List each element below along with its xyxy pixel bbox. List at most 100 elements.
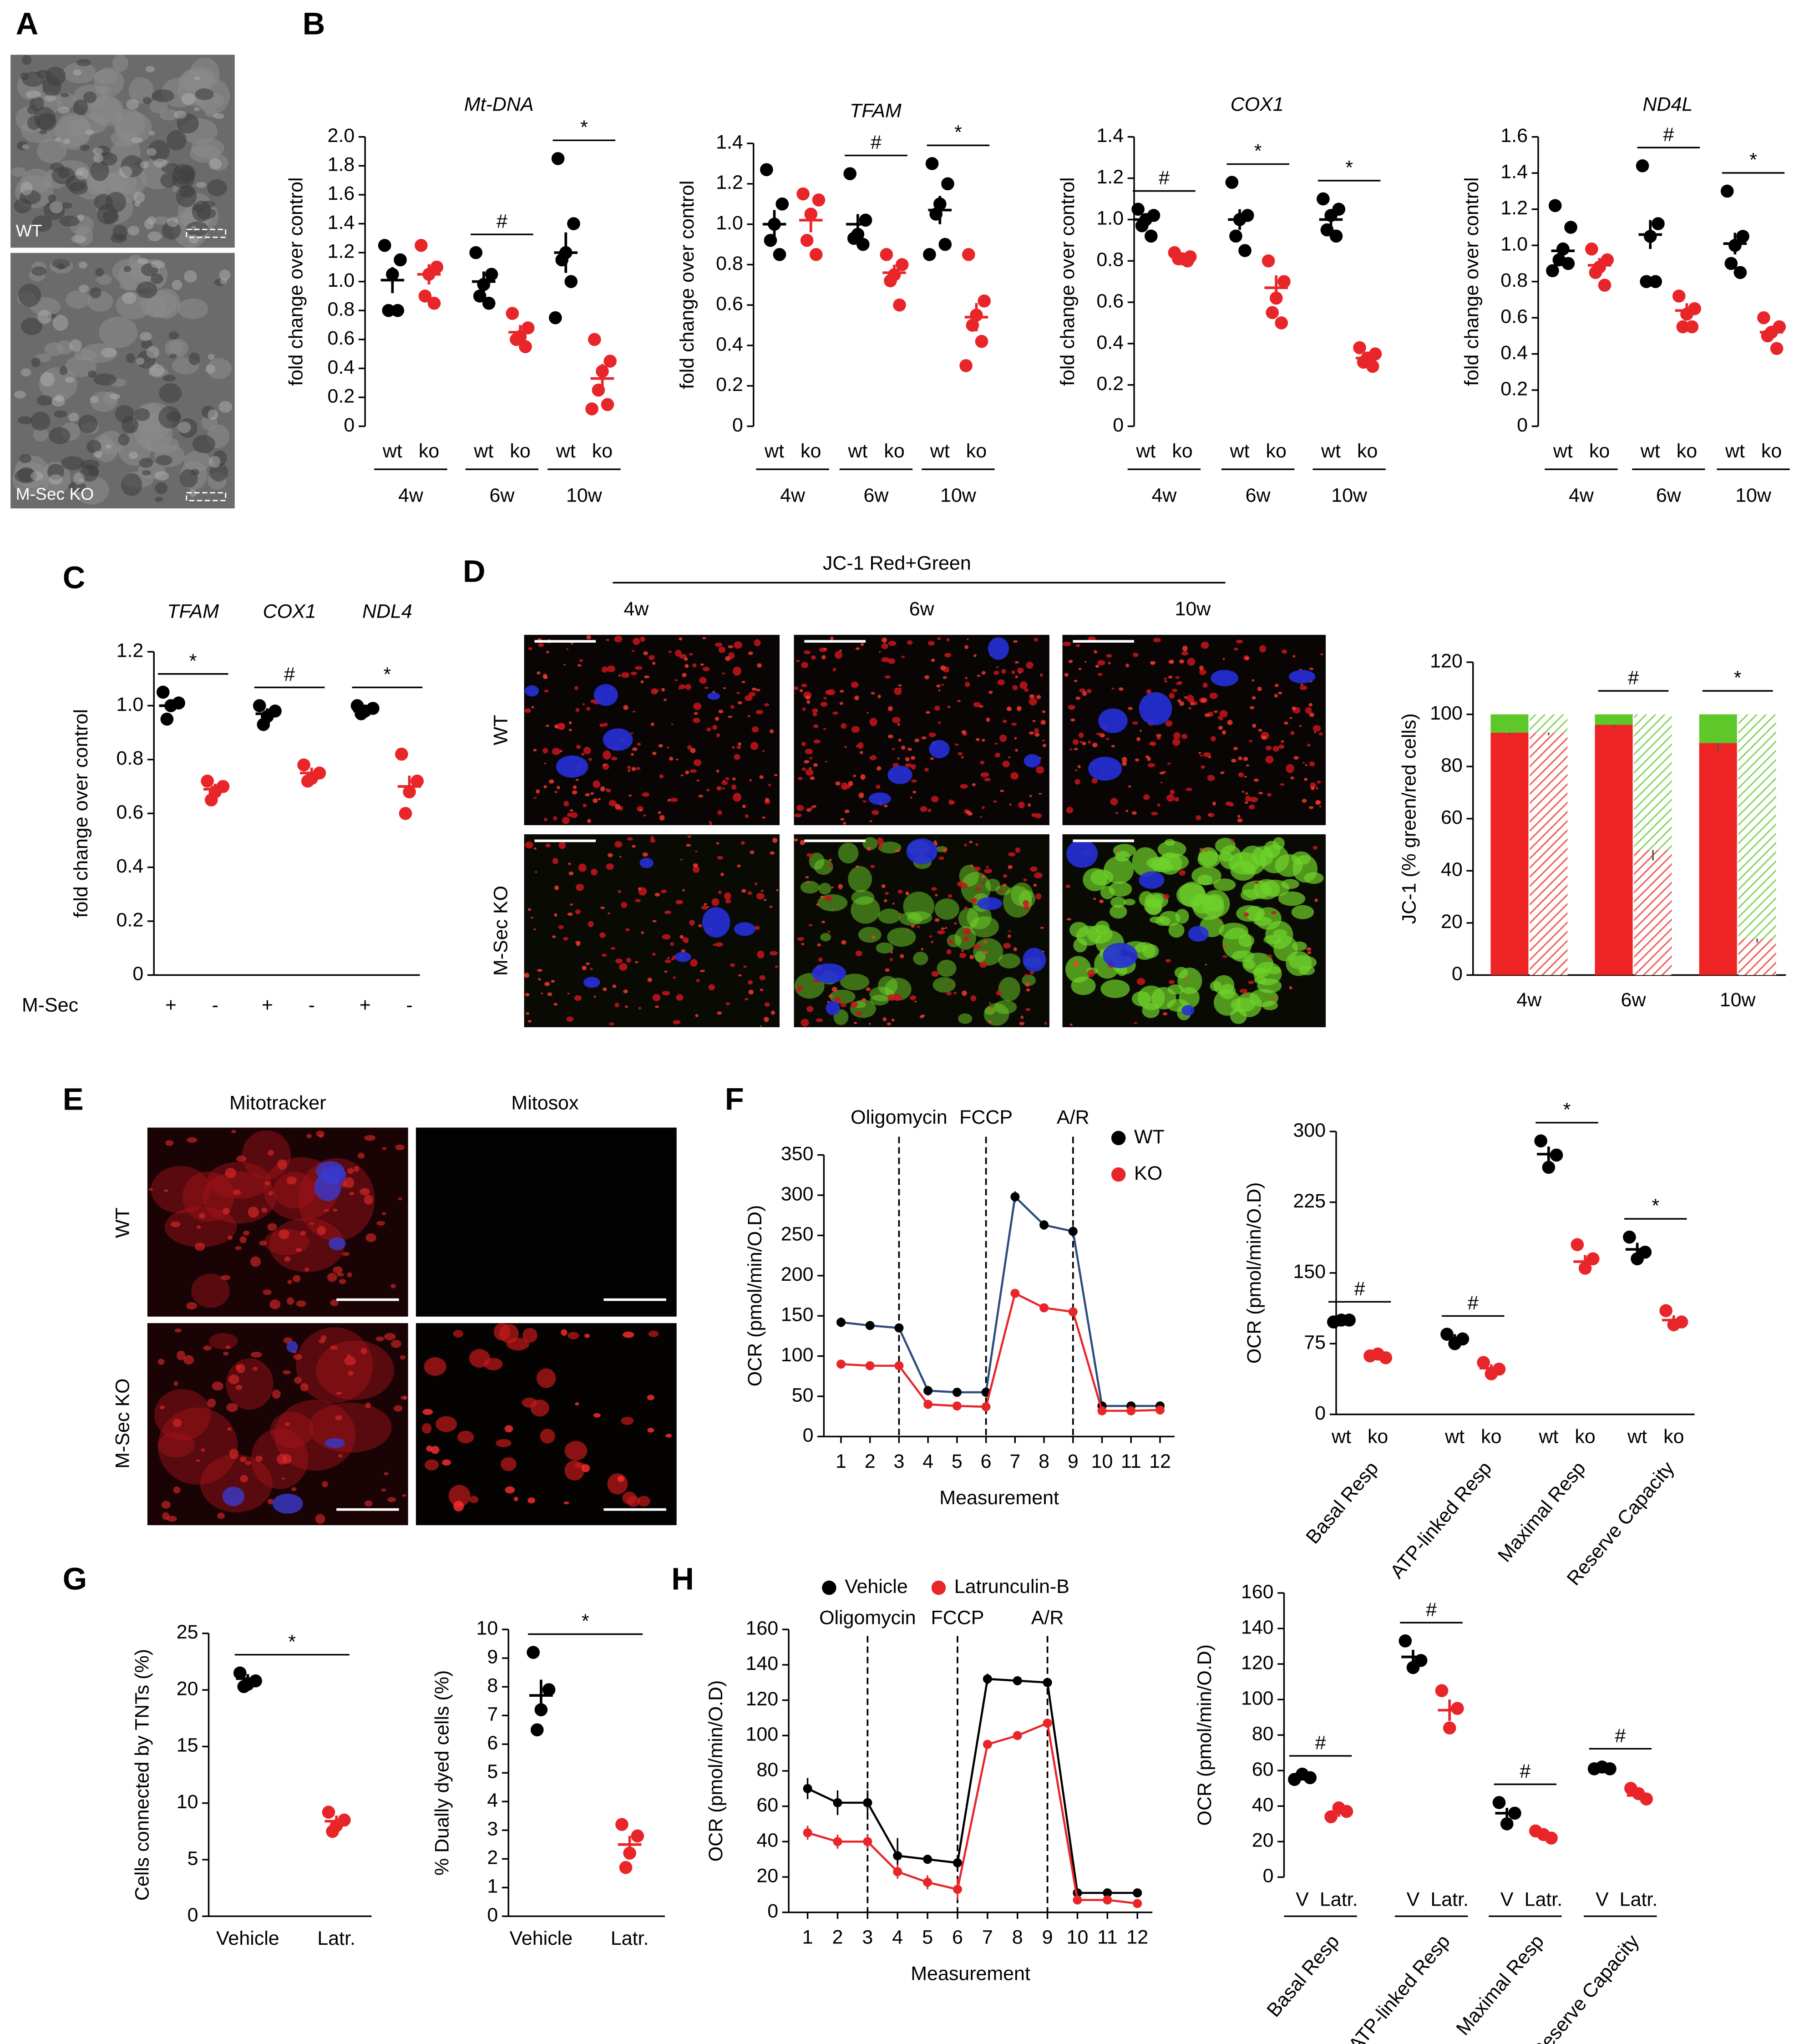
micrograph-texture bbox=[812, 712, 817, 717]
micrograph-texture bbox=[643, 814, 647, 817]
micrograph-texture bbox=[436, 1416, 457, 1432]
column-label: 4w bbox=[623, 598, 649, 620]
micrograph-texture bbox=[725, 1002, 730, 1005]
micrograph-texture bbox=[662, 991, 670, 996]
micrograph-texture bbox=[738, 974, 742, 977]
micrograph-texture bbox=[873, 754, 875, 756]
micrograph-texture bbox=[669, 756, 674, 761]
legend-marker bbox=[1111, 1131, 1126, 1146]
data-point bbox=[938, 238, 952, 251]
micrograph-texture bbox=[924, 675, 929, 680]
micrograph-texture bbox=[737, 864, 741, 867]
y-tick-label: 0 bbox=[1517, 414, 1528, 436]
micrograph-texture bbox=[1292, 655, 1296, 658]
micrograph-texture bbox=[715, 642, 723, 647]
micrograph-texture bbox=[1170, 790, 1175, 795]
data-point bbox=[1672, 289, 1686, 303]
micrograph-texture bbox=[109, 394, 121, 400]
micrograph-texture bbox=[855, 865, 860, 868]
micrograph-texture bbox=[860, 643, 864, 646]
micrograph-texture bbox=[686, 844, 691, 847]
phase-label: FCCP bbox=[931, 1607, 984, 1629]
y-tick-label: 0.6 bbox=[1096, 290, 1124, 312]
y-tick-label: 100 bbox=[745, 1724, 778, 1745]
micrograph-texture bbox=[395, 1144, 405, 1151]
micrograph-texture bbox=[1100, 979, 1130, 998]
micrograph-texture bbox=[681, 949, 685, 953]
micrograph-texture bbox=[1151, 812, 1158, 816]
micrograph-texture bbox=[1023, 948, 1046, 972]
bar-segment bbox=[1738, 714, 1776, 939]
micrograph-texture bbox=[277, 1159, 287, 1170]
micrograph-texture bbox=[1320, 653, 1323, 655]
micrograph-texture bbox=[742, 804, 746, 808]
micrograph-texture bbox=[931, 796, 939, 802]
micrograph-texture bbox=[961, 949, 964, 952]
micrograph-texture bbox=[835, 781, 841, 786]
micrograph-texture bbox=[1035, 893, 1042, 900]
micrograph-texture bbox=[1094, 650, 1097, 653]
micrograph-texture bbox=[137, 258, 148, 264]
data-point bbox=[983, 1740, 992, 1749]
data-point bbox=[952, 1401, 962, 1411]
y-tick-label: 0.8 bbox=[328, 299, 355, 320]
micrograph-texture bbox=[1031, 813, 1036, 817]
micrograph-texture bbox=[882, 637, 887, 643]
micrograph-texture bbox=[563, 664, 566, 665]
micrograph-texture bbox=[1319, 805, 1322, 808]
micrograph-texture bbox=[1219, 710, 1228, 718]
x-tick-label: 2 bbox=[832, 1926, 843, 1948]
micrograph-texture bbox=[684, 657, 688, 661]
micrograph-texture bbox=[703, 903, 707, 906]
micrograph-texture bbox=[1233, 647, 1238, 651]
micrograph-texture bbox=[687, 745, 692, 750]
micrograph-texture bbox=[652, 994, 661, 1002]
y-tick-label: 120 bbox=[1430, 650, 1463, 672]
micrograph-texture bbox=[905, 757, 910, 761]
micrograph-texture bbox=[936, 684, 941, 688]
micrograph-texture bbox=[665, 1433, 672, 1438]
micrograph-texture bbox=[170, 1221, 181, 1227]
micrograph-texture bbox=[250, 1256, 261, 1267]
micrograph-texture bbox=[938, 856, 944, 860]
micrograph-texture bbox=[1284, 721, 1288, 725]
micrograph-texture bbox=[761, 817, 766, 819]
micrograph-texture bbox=[577, 664, 582, 667]
micrograph-texture bbox=[22, 144, 29, 149]
micrograph-texture bbox=[642, 852, 648, 857]
micrograph-texture bbox=[575, 708, 580, 712]
micrograph-texture bbox=[801, 684, 807, 688]
micrograph-texture bbox=[1019, 681, 1028, 690]
data-point bbox=[775, 197, 789, 211]
data-point bbox=[1564, 221, 1577, 234]
micrograph-texture bbox=[748, 989, 754, 994]
x-tick-label: 8 bbox=[1012, 1926, 1023, 1948]
micrograph-texture bbox=[1098, 708, 1128, 733]
micrograph-texture bbox=[1201, 698, 1206, 703]
micrograph-texture bbox=[1147, 763, 1155, 767]
micrograph-texture bbox=[1237, 815, 1241, 818]
micrograph-texture bbox=[760, 989, 763, 991]
micrograph-texture bbox=[61, 456, 85, 470]
y-tick-label: 0.8 bbox=[1096, 249, 1124, 271]
micrograph-texture bbox=[911, 924, 915, 928]
data-point bbox=[1133, 1899, 1142, 1908]
micrograph-texture bbox=[621, 902, 627, 908]
micrograph-texture bbox=[982, 739, 985, 742]
series-label: ko bbox=[1589, 440, 1610, 462]
micrograph-texture bbox=[986, 866, 989, 868]
micrograph-texture bbox=[1273, 935, 1298, 962]
data-point bbox=[631, 1829, 644, 1843]
micrograph-texture bbox=[764, 703, 770, 706]
micrograph-texture bbox=[354, 1166, 360, 1172]
micrograph-texture bbox=[593, 995, 596, 998]
micrograph-texture bbox=[45, 66, 66, 86]
micrograph-texture bbox=[957, 700, 961, 702]
micrograph-texture bbox=[272, 1493, 303, 1514]
micrograph-texture bbox=[73, 99, 88, 115]
significance-label: * bbox=[189, 650, 197, 672]
group-label: TFAM bbox=[167, 600, 219, 622]
micrograph-texture bbox=[631, 753, 634, 756]
micrograph-texture bbox=[225, 1167, 237, 1178]
data-point bbox=[297, 758, 310, 772]
